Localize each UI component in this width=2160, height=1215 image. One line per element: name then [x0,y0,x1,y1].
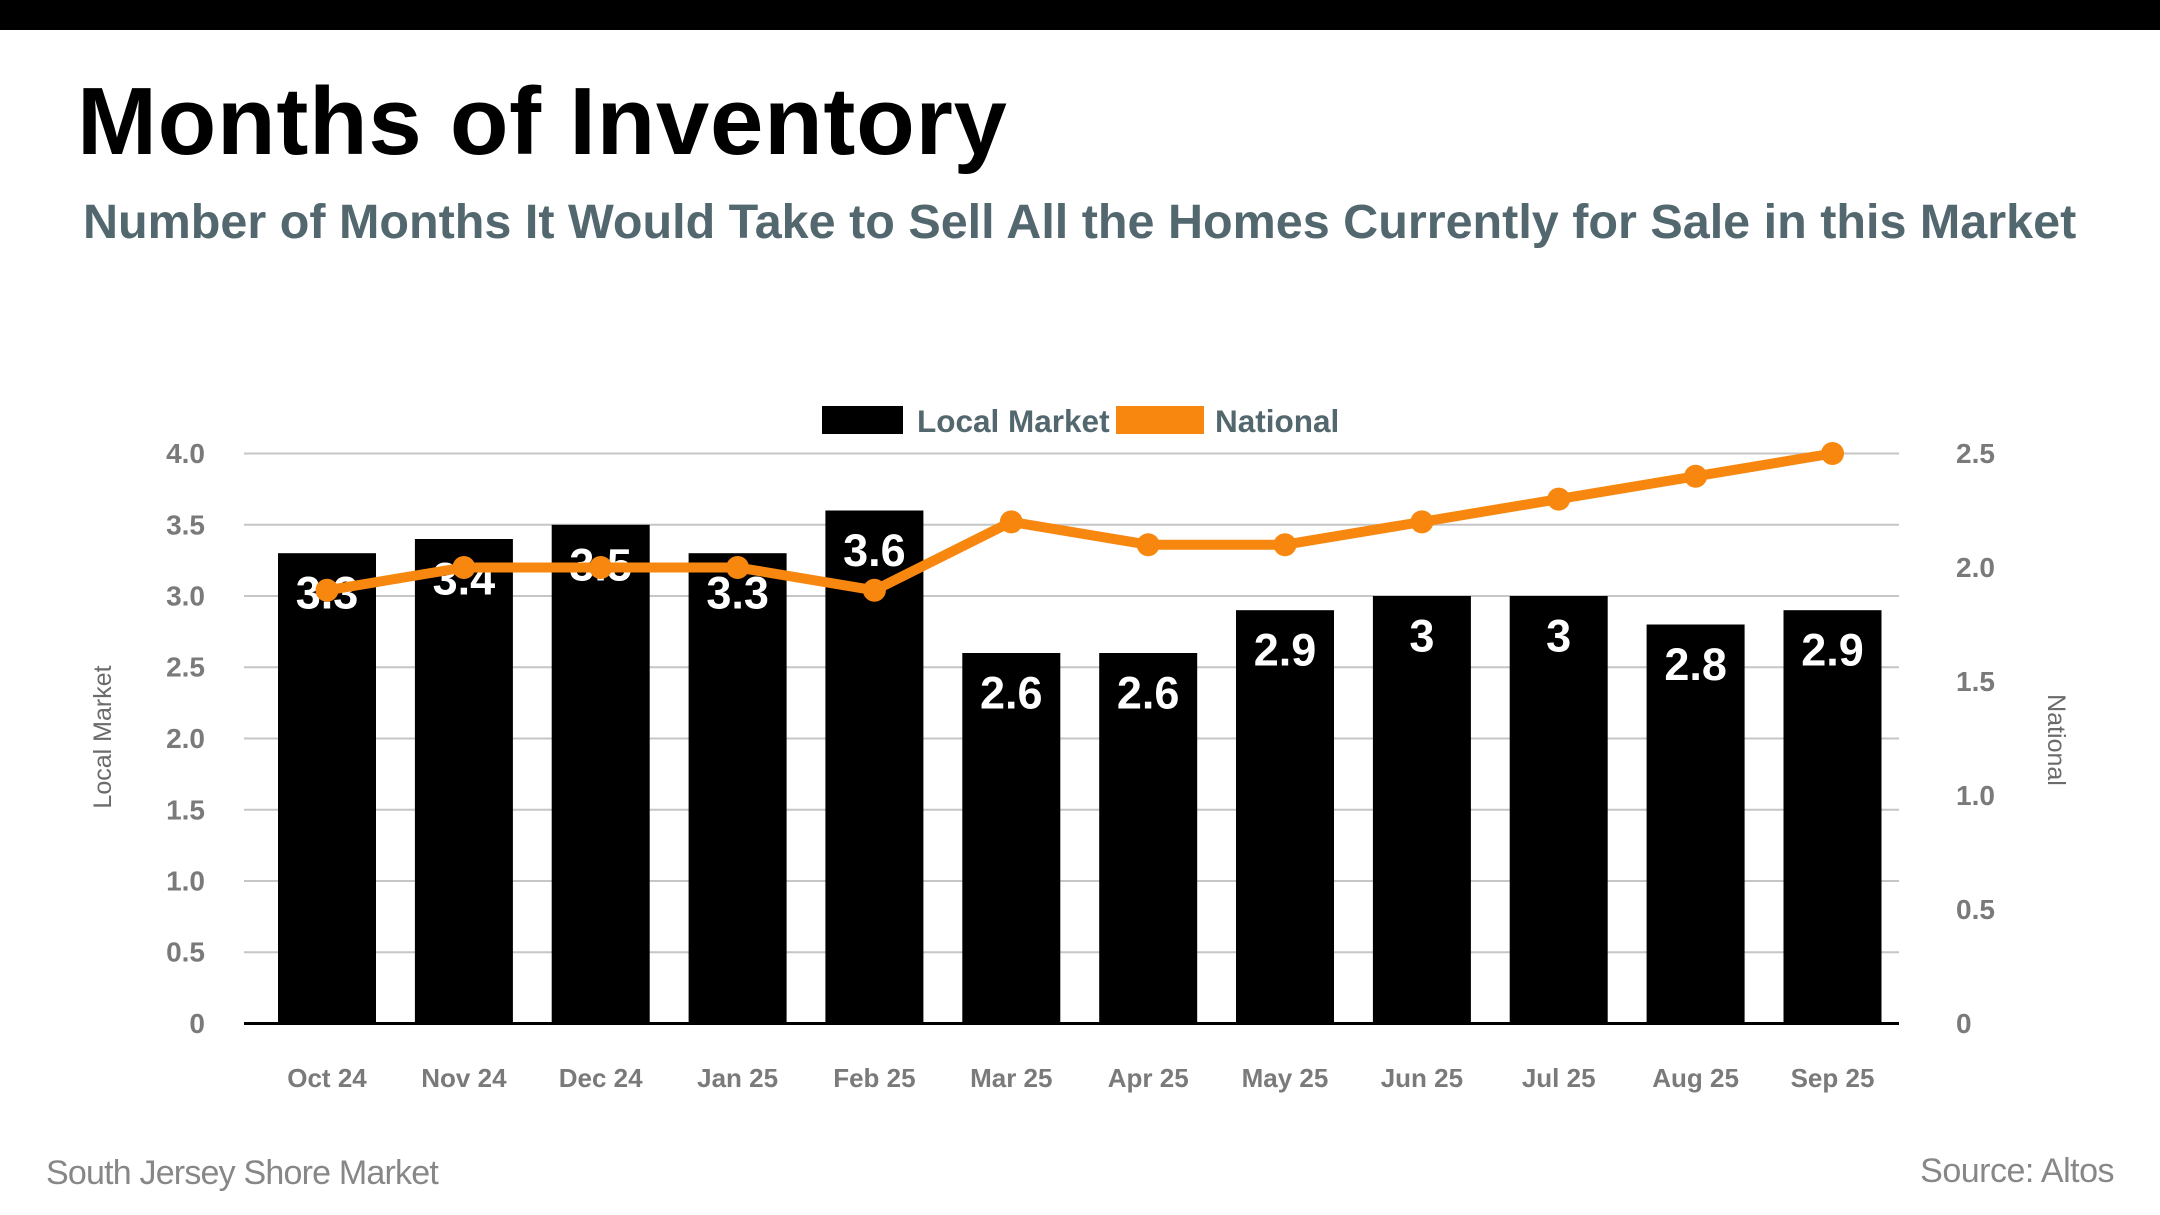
svg-text:3.5: 3.5 [166,509,205,540]
svg-text:0: 0 [1956,1008,1972,1039]
svg-text:Feb 25: Feb 25 [833,1063,915,1093]
svg-text:0.5: 0.5 [166,937,205,968]
svg-text:2.0: 2.0 [166,723,205,754]
svg-text:2.5: 2.5 [166,652,205,683]
svg-text:Local Market: Local Market [89,665,117,808]
svg-text:3.0: 3.0 [166,581,205,612]
svg-text:Dec 24: Dec 24 [559,1063,643,1093]
svg-text:1.0: 1.0 [1956,780,1995,811]
svg-text:Jan 25: Jan 25 [697,1063,778,1093]
svg-text:3.6: 3.6 [843,525,906,576]
svg-text:4.0: 4.0 [166,438,205,469]
svg-text:0: 0 [189,1008,205,1039]
svg-text:2.8: 2.8 [1664,639,1727,690]
svg-text:National: National [2042,694,2070,786]
svg-text:May 25: May 25 [1242,1063,1329,1093]
svg-text:Sep 25: Sep 25 [1791,1063,1875,1093]
svg-text:National: National [1215,403,1339,439]
svg-text:1.0: 1.0 [166,866,205,897]
svg-text:2.9: 2.9 [1801,625,1864,676]
svg-text:Apr 25: Apr 25 [1108,1063,1189,1093]
svg-text:Jul 25: Jul 25 [1522,1063,1596,1093]
svg-text:Oct 24: Oct 24 [287,1063,367,1093]
svg-text:Aug 25: Aug 25 [1652,1063,1739,1093]
svg-text:Jun 25: Jun 25 [1381,1063,1463,1093]
svg-text:0.5: 0.5 [1956,894,1995,925]
svg-text:2.0: 2.0 [1956,552,1995,583]
svg-text:1.5: 1.5 [166,794,205,825]
svg-text:2.9: 2.9 [1254,625,1317,676]
svg-text:2.6: 2.6 [980,668,1043,719]
svg-text:3: 3 [1409,611,1434,662]
svg-text:2.6: 2.6 [1117,668,1180,719]
svg-text:Mar 25: Mar 25 [970,1063,1052,1093]
svg-text:Nov 24: Nov 24 [421,1063,507,1093]
svg-text:3: 3 [1546,611,1571,662]
svg-text:1.5: 1.5 [1956,666,1995,697]
svg-text:Local Market: Local Market [917,403,1110,439]
svg-text:2.5: 2.5 [1956,438,1995,469]
